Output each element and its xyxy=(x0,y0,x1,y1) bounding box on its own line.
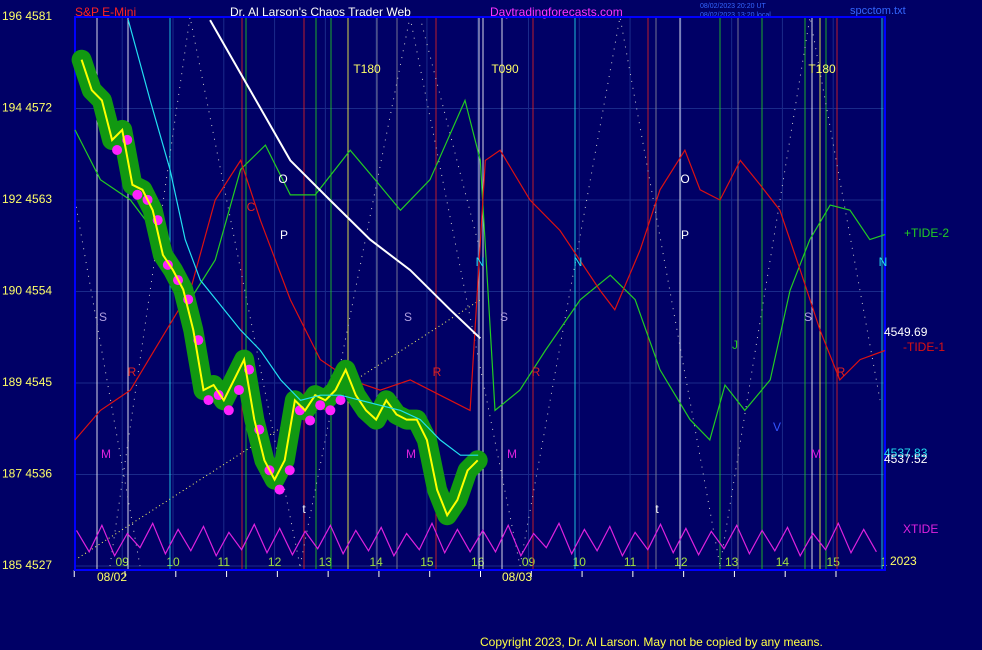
series-label: +TIDE-2 xyxy=(904,226,949,240)
y-tick-label: 187 4536 xyxy=(2,467,52,481)
file-name: spcctom.txt xyxy=(850,5,906,17)
series-label: -TIDE-1 xyxy=(903,340,945,354)
annotation: O xyxy=(680,172,689,186)
annotation: S xyxy=(500,310,508,324)
price-dot xyxy=(274,484,285,495)
y-tick-label: 189 4545 xyxy=(2,375,52,389)
price-label: 4549.69 xyxy=(884,325,928,339)
annotation: J xyxy=(732,338,738,352)
chart-title: Dr. Al Larson's Chaos Trader Web xyxy=(230,5,411,19)
annotation: N xyxy=(879,255,888,269)
date-label: 08/02 xyxy=(97,570,127,584)
annotation: M xyxy=(507,447,517,461)
price-dot xyxy=(284,465,295,476)
annotation: T180 xyxy=(808,62,836,76)
y-tick-label: 196 4581 xyxy=(2,9,52,23)
year: 2023 xyxy=(890,554,917,568)
y-tick-label: 190 4554 xyxy=(2,284,52,298)
annotation: N xyxy=(574,255,583,269)
annotation: O xyxy=(278,172,287,186)
x-tick-label: 11 xyxy=(218,555,231,569)
annotation: M xyxy=(811,447,821,461)
y-tick-label: 185 4527 xyxy=(2,558,52,572)
annotation: R xyxy=(532,365,541,379)
x-tick-label: 13 xyxy=(319,555,333,569)
annotation: R xyxy=(837,365,846,379)
series-line xyxy=(80,59,479,518)
x-tick-label: 13 xyxy=(725,555,739,569)
x-tick-label: 10 xyxy=(573,555,587,569)
price-dot xyxy=(132,189,143,200)
series-line xyxy=(74,148,886,441)
annotation: R xyxy=(128,365,137,379)
annotation: S xyxy=(804,310,812,324)
annotation: P xyxy=(280,228,288,242)
x-tick-label: 10 xyxy=(166,555,180,569)
annotation: M xyxy=(101,447,111,461)
price-label: 4537.83 xyxy=(884,446,928,460)
x-tick-label: 12 xyxy=(268,555,282,569)
site: Daytradingforecasts.com xyxy=(490,5,623,19)
price-dot xyxy=(112,145,123,156)
x-tick-label: 14 xyxy=(776,555,790,569)
price-dot xyxy=(294,405,305,416)
series-line xyxy=(127,19,479,456)
symbol: S&P E-Mini xyxy=(75,5,136,19)
annotation: T090 xyxy=(491,62,519,76)
x-tick-label: 11 xyxy=(624,555,637,569)
series-line xyxy=(74,98,886,442)
annotation: N xyxy=(476,255,485,269)
annotation: S xyxy=(99,310,107,324)
copyright: Copyright 2023, Dr. Al Larson. May not b… xyxy=(480,635,823,649)
plot-border xyxy=(74,16,886,571)
y-tick-label: 192 4563 xyxy=(2,192,52,206)
timestamp-local: 08/02/2023 13:20 local xyxy=(700,12,771,19)
timestamp-ut: 08/02/2023 20:20 UT xyxy=(700,3,766,10)
series-line xyxy=(209,19,481,340)
price-label: 4537.52 xyxy=(884,452,928,466)
annotation: P xyxy=(681,228,689,242)
annotation: R xyxy=(433,365,442,379)
annotation: T180 xyxy=(353,62,381,76)
annotation: S xyxy=(404,310,412,324)
annotation: C xyxy=(247,200,256,214)
x-tick-label: 12 xyxy=(674,555,688,569)
price-dot xyxy=(335,395,346,406)
series-line xyxy=(75,521,877,558)
x-tick-label: 14 xyxy=(369,555,383,569)
trend-line xyxy=(74,299,481,561)
annotation: t xyxy=(302,502,306,516)
x-tick-label: 15 xyxy=(420,555,434,569)
price-dot xyxy=(305,415,316,426)
series-label: XTIDE xyxy=(903,522,938,536)
x-tick-label: 09 xyxy=(116,555,130,569)
price-dot xyxy=(223,405,234,416)
x-tick-label: 16 xyxy=(471,555,485,569)
annotation: M xyxy=(406,447,416,461)
date-label: 08/03 xyxy=(502,570,532,584)
price-dot xyxy=(233,384,244,395)
annotation: V xyxy=(773,420,781,434)
annotation: t xyxy=(655,502,659,516)
x-tick-label: 09 xyxy=(522,555,536,569)
y-tick-label: 194 4572 xyxy=(2,101,52,115)
price-dot xyxy=(203,395,214,406)
price-dot xyxy=(325,405,336,416)
price-dot xyxy=(315,400,326,411)
x-tick-label: 15 xyxy=(827,555,841,569)
